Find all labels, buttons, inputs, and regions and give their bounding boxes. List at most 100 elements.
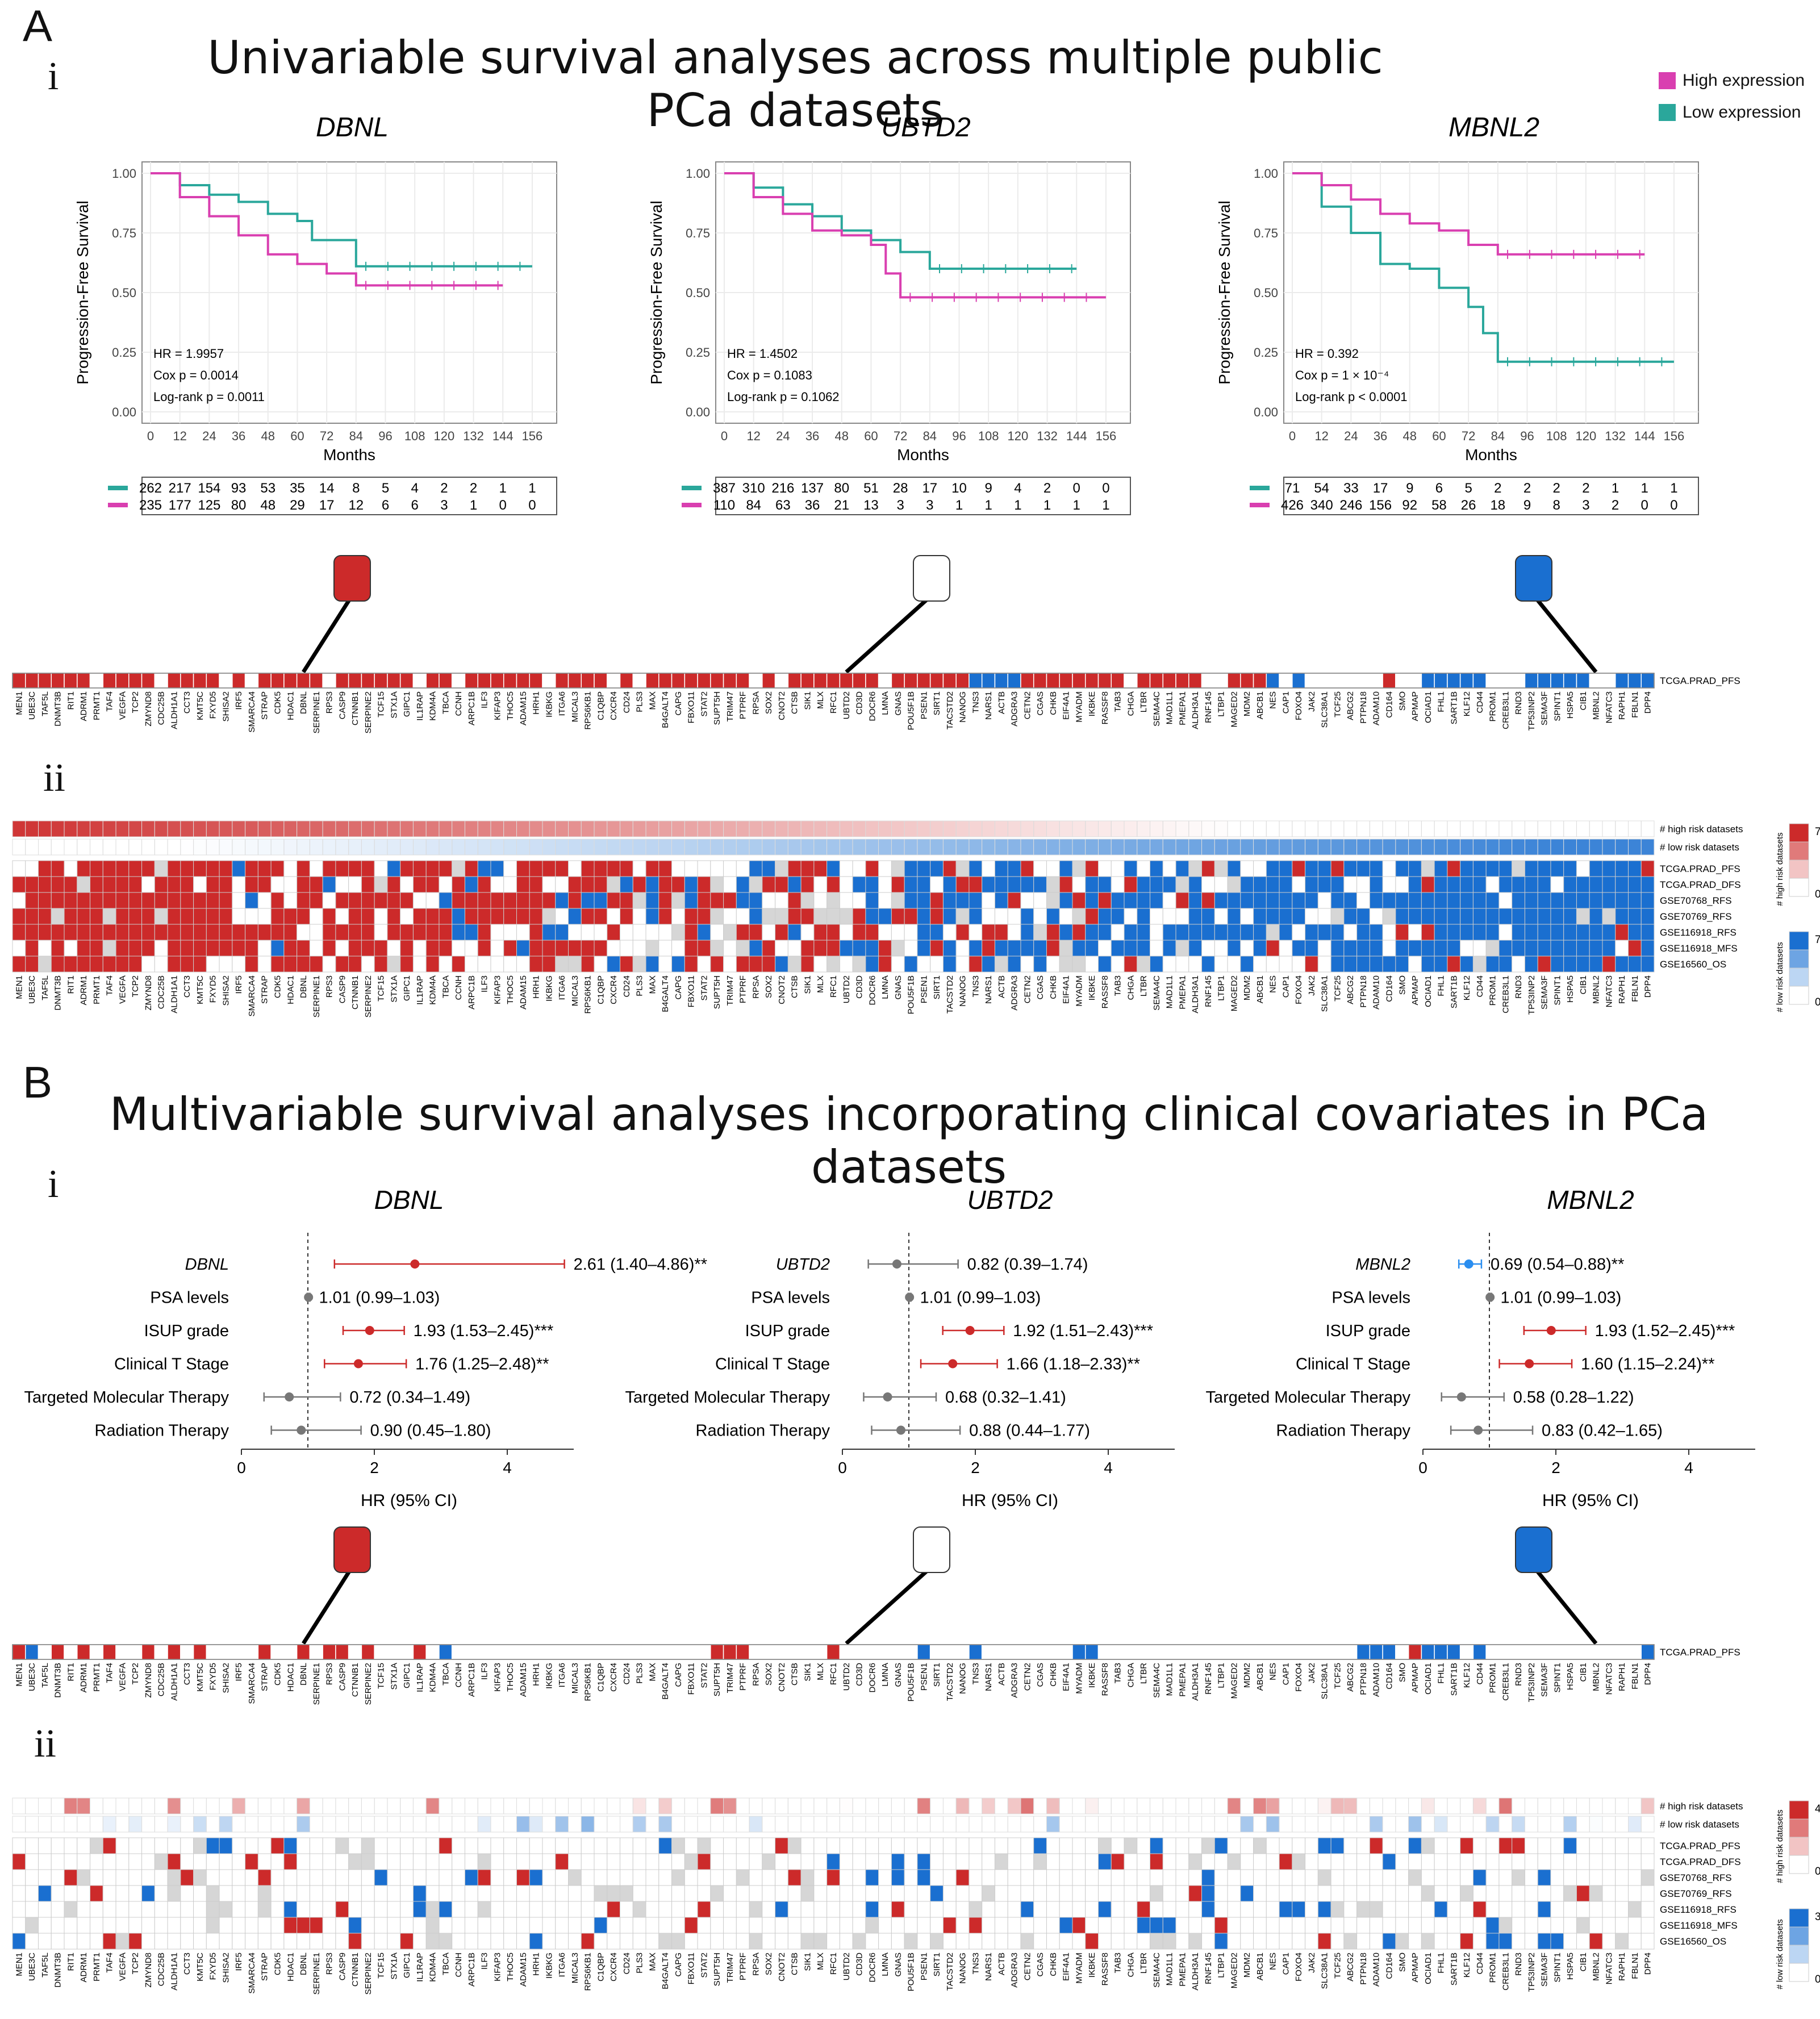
heat-gene-label: LMNA: [880, 975, 890, 999]
heat-cell: [167, 940, 181, 957]
heat-cell: [232, 860, 246, 877]
heat-low-count-cell: [632, 839, 646, 856]
heat-gene-label: NARS1: [984, 1953, 994, 1981]
heat-cell: [1550, 1885, 1564, 1902]
heat-cell: [1214, 1853, 1228, 1870]
heat-cell: [1137, 892, 1151, 909]
heat-cell: [270, 940, 285, 957]
heat-cell: [775, 1853, 788, 1870]
heat-high-count-cell: [1097, 820, 1112, 837]
heat-cell: [412, 1917, 427, 1934]
heat-cell: [1305, 860, 1318, 877]
heat-cell: [1046, 876, 1060, 893]
strip-gene-label: NARS1: [984, 691, 994, 720]
heat-cell: [516, 1869, 530, 1886]
heat-cell: [102, 1869, 116, 1886]
strip-gene-label: RASSF8: [1100, 1663, 1110, 1696]
strip-gene-label: ADGRA3: [1010, 691, 1020, 727]
heat-gene-label: ADRM1: [79, 1953, 89, 1983]
heat-high-count-cell: [348, 820, 362, 837]
strip-highlight-box: [333, 555, 371, 602]
strip-gene-label: MEN1: [14, 691, 24, 715]
heat-cell: [1408, 908, 1422, 925]
heat-cell: [77, 1933, 91, 1950]
heat-cell: [581, 892, 595, 909]
strip-gene-label: IL1RAP: [415, 691, 425, 721]
heat-cell: [542, 908, 556, 925]
heat-cell: [1175, 956, 1189, 973]
heat-high-count-cell: [1485, 1797, 1500, 1814]
strip-gene-label: IKBKE: [1087, 1663, 1097, 1688]
heat-cell: [1240, 908, 1254, 925]
heat-high-count-cell: [297, 820, 310, 837]
heat-high-count-cell: [167, 1797, 181, 1814]
strip-gene-label: PRMT1: [92, 691, 102, 720]
heat-cell: [632, 924, 646, 941]
heat-cell: [297, 1917, 310, 1934]
heat-cell: [193, 1837, 207, 1854]
heat-cell: [1434, 1885, 1448, 1902]
heat-cell: [762, 1933, 776, 1950]
km-risk-low-count: 154: [198, 481, 220, 496]
heat-cell: [1253, 1837, 1267, 1854]
strip-cell: [102, 1644, 116, 1660]
strip-gene-label: ZMYND8: [144, 1663, 153, 1698]
heat-cell: [1369, 908, 1383, 925]
heat-low-count-cell: [1227, 839, 1241, 856]
strip-cell: [554, 673, 569, 689]
heat-cell: [1408, 892, 1422, 909]
km-risk-high-count: 0: [1641, 498, 1648, 513]
heat-gene-label: RPSA: [751, 975, 761, 999]
strip-cell: [1149, 1644, 1164, 1660]
heat-cell: [632, 940, 646, 957]
heat-low-count-cell: [387, 839, 401, 856]
heat-cell: [270, 1853, 285, 1870]
heat-legend-low-swatch: [1789, 986, 1809, 1005]
heat-cell: [1175, 892, 1189, 909]
heat-cell: [930, 956, 944, 973]
strip-connector: [302, 1566, 354, 1645]
heat-cell: [762, 1853, 776, 1870]
heat-cell: [969, 1901, 983, 1918]
heat-low-count-cell: [581, 839, 595, 856]
heat-low-count-cell: [671, 839, 685, 856]
strip-cell: [1550, 1644, 1564, 1660]
heat-cell: [555, 940, 569, 957]
heat-low-count-cell: [503, 839, 517, 856]
heat-cell: [1214, 1885, 1228, 1902]
heat-cell: [1305, 1853, 1318, 1870]
heat-cell: [671, 876, 685, 893]
heat-cell: [1111, 1837, 1125, 1854]
legend-high-label: High expression: [1683, 71, 1805, 90]
heat-cell: [464, 1837, 478, 1854]
heat-cell: [361, 924, 375, 941]
heat-cell: [1279, 892, 1293, 909]
heat-high-count-cell: [297, 1797, 310, 1814]
strip-cell: [477, 1644, 491, 1660]
heat-cell: [1627, 860, 1642, 877]
heat-high-count-cell: [322, 820, 336, 837]
heat-cell: [826, 892, 840, 909]
heat-cell: [141, 1853, 155, 1870]
heat-low-count-cell: [361, 1816, 375, 1833]
heat-cell: [1227, 924, 1241, 941]
heat-cell: [1356, 1901, 1370, 1918]
km-x-tick: 0: [147, 429, 154, 443]
strip-cell: [1253, 1644, 1267, 1660]
legend-low-swatch: [1659, 104, 1676, 121]
heat-cell: [775, 1869, 788, 1886]
strip-gene-label: GNAS: [894, 1663, 903, 1687]
heat-cell: [826, 924, 840, 941]
strip-cell: [710, 673, 724, 689]
km-risk-low-count: 2: [440, 481, 448, 496]
heat-high-count-cell: [749, 820, 763, 837]
strip-cell: [865, 673, 879, 689]
heat-high-count-cell: [1524, 1797, 1538, 1814]
strip-gene-label: SERPINE2: [364, 1663, 373, 1705]
heat-cell: [219, 1837, 233, 1854]
heat-cell: [297, 1853, 310, 1870]
heat-cell: [1279, 1885, 1293, 1902]
strip-gene-label: MICAL3: [570, 1663, 580, 1693]
heat-cell: [167, 1853, 181, 1870]
forest-hr-text: 1.01 (0.99–1.03): [319, 1289, 440, 1307]
